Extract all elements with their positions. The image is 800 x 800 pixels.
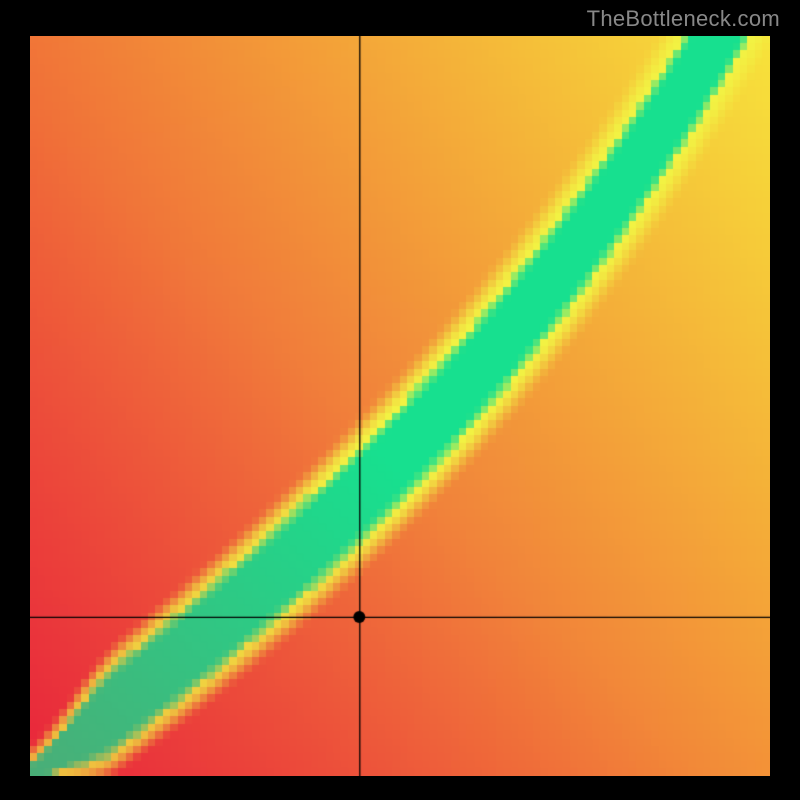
watermark-text: TheBottleneck.com bbox=[587, 6, 780, 32]
crosshair-overlay bbox=[30, 36, 770, 776]
chart-frame: TheBottleneck.com bbox=[0, 0, 800, 800]
